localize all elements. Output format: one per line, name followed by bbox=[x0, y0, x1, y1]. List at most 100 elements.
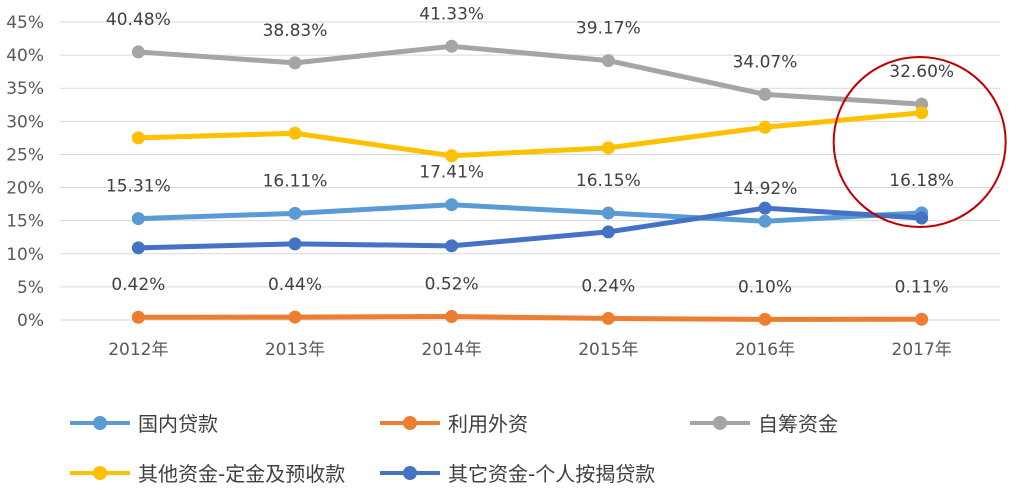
y-tick-label: 30% bbox=[6, 112, 44, 132]
data-label: 0.24% bbox=[581, 276, 635, 296]
highlight-annotation bbox=[832, 56, 1007, 228]
legend-marker bbox=[93, 415, 107, 430]
data-point bbox=[445, 39, 459, 53]
data-point bbox=[601, 311, 615, 325]
legend-swatch bbox=[70, 465, 130, 480]
data-label: 38.83% bbox=[263, 21, 328, 41]
y-tick-label: 40% bbox=[6, 46, 44, 66]
data-label: 0.42% bbox=[111, 275, 165, 295]
data-point bbox=[601, 54, 615, 68]
data-label: 15.31% bbox=[106, 177, 171, 197]
y-tick-label: 20% bbox=[6, 179, 44, 199]
legend-item: 国内贷款 bbox=[70, 408, 218, 437]
data-label: 0.52% bbox=[425, 275, 479, 295]
legend-item: 其它资金-个人按揭贷款 bbox=[380, 458, 655, 487]
data-point bbox=[288, 56, 302, 70]
series-line bbox=[135, 110, 925, 159]
data-point bbox=[445, 198, 459, 212]
data-point bbox=[758, 312, 772, 326]
legend-swatch bbox=[380, 415, 440, 430]
data-point bbox=[131, 241, 145, 255]
legend-marker bbox=[93, 465, 107, 480]
series-line bbox=[135, 205, 925, 251]
data-point bbox=[601, 206, 615, 220]
data-point bbox=[915, 211, 929, 225]
data-point bbox=[131, 310, 145, 324]
legend-item: 自筹资金 bbox=[690, 408, 838, 437]
data-point bbox=[758, 214, 772, 228]
legend-marker bbox=[713, 415, 727, 430]
data-label: 16.18% bbox=[889, 171, 954, 191]
data-point bbox=[131, 45, 145, 59]
y-tick-label: 5% bbox=[17, 278, 44, 298]
highlight-circle bbox=[832, 56, 1007, 228]
data-point bbox=[131, 212, 145, 226]
legend-item: 利用外资 bbox=[380, 408, 528, 437]
y-axis-ticks: 0% 5% 10% 15% 20% 25% 30% 35% 40% 45% bbox=[6, 13, 44, 331]
x-tick-label: 2015年 bbox=[578, 340, 638, 360]
data-label: 14.92% bbox=[733, 179, 798, 199]
data-point bbox=[288, 206, 302, 220]
series-1 bbox=[131, 310, 929, 326]
data-label: 0.44% bbox=[268, 275, 322, 295]
y-tick-label: 15% bbox=[6, 212, 44, 232]
data-point bbox=[445, 239, 459, 253]
data-point bbox=[131, 131, 145, 145]
legend-label: 其它资金-个人按揭贷款 bbox=[448, 462, 656, 486]
legend-label: 其他资金-定金及预收款 bbox=[138, 462, 346, 486]
gridlines bbox=[60, 21, 1000, 321]
data-label: 16.15% bbox=[576, 171, 641, 191]
y-tick-label: 25% bbox=[6, 145, 44, 165]
data-point bbox=[288, 310, 302, 324]
legend-item: 其他资金-定金及预收款 bbox=[70, 458, 345, 487]
legend-label: 利用外资 bbox=[448, 412, 528, 436]
data-point bbox=[601, 141, 615, 155]
data-label: 39.17% bbox=[576, 19, 641, 39]
series-line bbox=[135, 202, 925, 224]
y-tick-label: 10% bbox=[6, 245, 44, 265]
series-3 bbox=[131, 106, 929, 163]
y-tick-label: 0% bbox=[17, 311, 44, 331]
data-point bbox=[758, 87, 772, 101]
legend-label: 国内贷款 bbox=[138, 412, 218, 436]
data-labels: 15.31% 16.11% 17.41% 16.15% 14.92% 16.18% 0.42… bbox=[106, 4, 954, 297]
data-label: 41.33% bbox=[419, 4, 484, 24]
data-point bbox=[288, 126, 302, 140]
data-label: 40.48% bbox=[106, 10, 171, 30]
legend-swatch bbox=[70, 415, 130, 430]
legend: 国内贷款 利用外资 自筹资金其他资金-定金及预收款 其它资金-个人按揭贷款 bbox=[0, 400, 1018, 493]
line-chart: 0%5%10%15%20%25%30%35%40%45% 2012年 2013年 2… bbox=[6, 4, 1007, 360]
data-label: 16.11% bbox=[263, 171, 328, 191]
series-0 bbox=[131, 198, 929, 228]
series-2 bbox=[131, 39, 929, 111]
series-lines bbox=[131, 39, 929, 326]
data-point bbox=[445, 310, 459, 324]
data-label: 0.10% bbox=[738, 277, 792, 297]
data-point bbox=[915, 312, 929, 326]
data-point bbox=[758, 201, 772, 215]
series-line bbox=[135, 314, 925, 322]
x-tick-label: 2013年 bbox=[265, 340, 325, 360]
series-line bbox=[135, 43, 925, 107]
x-tick-label: 2016年 bbox=[735, 340, 795, 360]
data-label: 0.11% bbox=[895, 277, 949, 297]
legend-marker bbox=[403, 465, 417, 480]
legend-swatch bbox=[380, 465, 440, 480]
data-label: 32.60% bbox=[889, 62, 954, 82]
legend-swatch bbox=[690, 415, 750, 430]
data-point bbox=[758, 120, 772, 134]
data-label: 34.07% bbox=[733, 52, 798, 72]
data-label: 17.41% bbox=[419, 163, 484, 183]
legend-marker bbox=[403, 415, 417, 430]
x-tick-label: 2014年 bbox=[422, 340, 482, 360]
data-point bbox=[915, 106, 929, 120]
series-4 bbox=[131, 201, 929, 255]
x-tick-label: 2017年 bbox=[892, 340, 952, 360]
y-tick-label: 45% bbox=[6, 13, 44, 33]
data-point bbox=[601, 225, 615, 239]
data-point bbox=[288, 237, 302, 251]
x-axis-ticks: 2012年 2013年 2014年 2015年 2016年 2017年 bbox=[108, 340, 952, 360]
x-tick-label: 2012年 bbox=[108, 340, 168, 360]
data-point bbox=[445, 149, 459, 163]
legend-label: 自筹资金 bbox=[758, 412, 838, 436]
